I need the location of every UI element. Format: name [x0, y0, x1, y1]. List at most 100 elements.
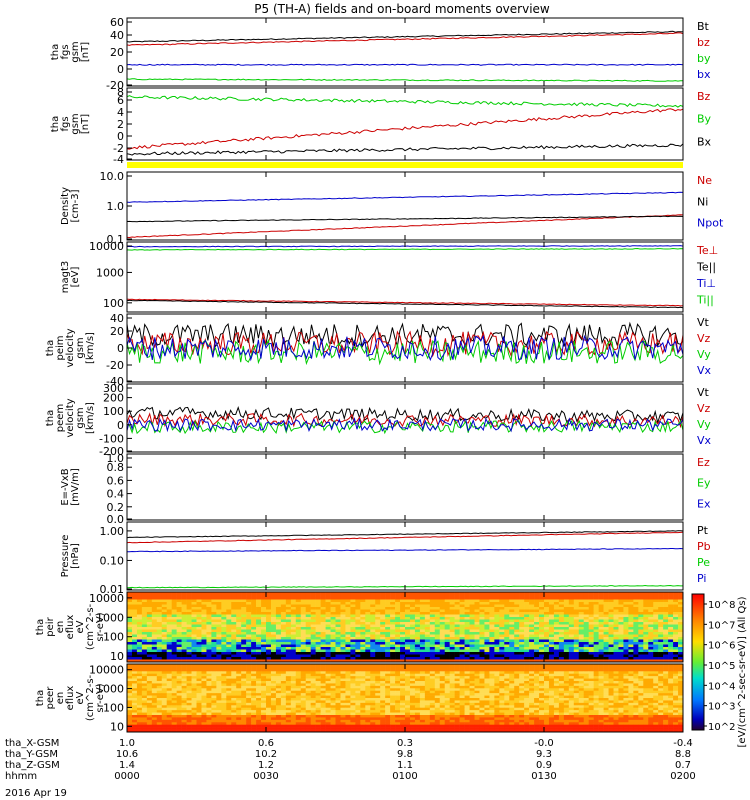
y-axis-label-line: tha	[50, 116, 61, 132]
legend-Bt: Bt	[697, 20, 710, 33]
panel-density: 10.0 1.0 0.1 Density [cm-3] Ne Ni Npot	[60, 170, 724, 246]
series-line-Te||	[126, 299, 684, 309]
legend-By: By	[697, 113, 712, 126]
legend-Vt: Vt	[697, 386, 710, 399]
y-tick-label: 0.01	[100, 583, 125, 596]
legend-Ti||: Ti||	[696, 294, 714, 307]
legend-Ez: Ez	[697, 456, 710, 469]
time-axis-value: 10.2	[255, 749, 277, 760]
y-axis-label-line: gsm	[75, 407, 86, 428]
y-axis-label-line: velocity	[65, 328, 76, 367]
legend-Vx: Vx	[697, 434, 712, 447]
time-axis-value: 1.4	[119, 760, 135, 771]
y-tick-label: 20	[110, 325, 124, 338]
y-axis-label-line: eflux	[65, 615, 76, 640]
y-tick-label: 20	[110, 46, 124, 59]
y-tick-label: 10000	[89, 240, 124, 253]
y-tick-label: 0	[117, 130, 124, 143]
legend-Ti⊥: Ti⊥	[696, 277, 716, 290]
colorbar: 10^8 10^7 10^6 10^5 10^4 10^3 10^2 [eV/(cm^2-se…	[691, 593, 748, 747]
legend-Ni: Ni	[697, 195, 708, 208]
legend-Vy: Vy	[697, 348, 711, 361]
y-tick-label: 100	[103, 405, 124, 418]
time-axis-value: 8.8	[675, 749, 691, 760]
legend-Te⊥: Te⊥	[696, 244, 718, 257]
y-axis-label-line: peem	[55, 404, 66, 432]
time-axis-row-label: hhmm	[5, 771, 37, 782]
colorbar-tick-label: 10^8	[708, 600, 735, 611]
panel-peer_eflux: 10000 1000 100 10 tha peer en eflux eV (cm^2-s-sr…	[35, 663, 684, 733]
series-line-Vt	[126, 321, 684, 349]
y-tick-label: 10.0	[100, 170, 125, 183]
y-axis-label: Density [cm-3]	[60, 187, 81, 225]
y-axis-label: tha fgs gsm [nT]	[50, 41, 91, 62]
y-axis-label-line: (cm^2-s-	[85, 674, 96, 721]
series-line-extra	[126, 78, 684, 82]
series-line-bz	[126, 32, 684, 46]
y-axis-label-line: tha	[45, 340, 56, 356]
y-tick-label: 40	[110, 29, 124, 42]
series-line-Pb	[126, 531, 684, 544]
heatmap-cells	[127, 664, 684, 733]
y-tick-label: 0.4	[107, 488, 125, 501]
time-axis-row-label: tha_X-GSM	[5, 738, 59, 749]
y-axis-label: tha peer en eflux eV (cm^2-s-sr-eV)	[35, 674, 106, 721]
series-line-Npot	[126, 191, 684, 203]
time-axis-value: 0100	[392, 771, 417, 782]
time-axis-value: 0000	[114, 771, 139, 782]
y-axis-label-line: eflux	[65, 686, 76, 711]
series-line-Ni	[126, 215, 684, 223]
time-axis-row-label: tha_Z-GSM	[5, 760, 60, 771]
series-line-Ne	[126, 214, 684, 239]
time-axis-value: 1.2	[258, 760, 274, 771]
y-tick-label: 0	[117, 419, 124, 432]
y-axis-label-line: [nT]	[80, 42, 91, 62]
panel-frame	[126, 17, 684, 87]
y-tick-label: 0.2	[107, 501, 125, 514]
date-label: 2016 Apr 19	[5, 788, 67, 799]
y-axis-label: tha peim velocity gsm [km/s]	[45, 328, 96, 367]
series-line-Vt	[126, 406, 684, 425]
y-tick-label: -40	[106, 375, 124, 388]
panel-frame	[126, 383, 684, 453]
series-line-Vy	[126, 418, 684, 435]
y-tick-label: 300	[103, 382, 124, 395]
time-axis-value: 0.3	[397, 738, 413, 749]
series-line-Bt	[126, 30, 684, 43]
y-tick-label: 1000	[96, 611, 124, 624]
legend-Vy: Vy	[697, 418, 711, 431]
y-tick-label: 10	[110, 720, 124, 733]
series-line-Pt	[126, 530, 684, 539]
y-axis-label-line: peer	[45, 686, 56, 710]
time-axis-value: -0.4	[673, 738, 693, 749]
time-axis-value: 0030	[253, 771, 278, 782]
colorbar-tick-label: 10^3	[708, 702, 735, 713]
y-tick-label: 4	[117, 106, 124, 119]
y-axis-label-line: [cm-3]	[70, 189, 81, 222]
panel-temp: 10000 1000 100 magt3 [eV] Te⊥ Te|| Ti⊥ Ti||	[60, 240, 718, 313]
series-line-Vx	[126, 417, 684, 433]
series-line-bx	[126, 63, 684, 66]
y-axis-label-line: (cm^2-s-	[85, 603, 96, 650]
y-axis-label-line: tha	[50, 44, 61, 60]
y-tick-label: 40	[110, 312, 124, 325]
series-line-Bz	[126, 108, 684, 150]
y-axis-label-line: E=-VxB	[60, 468, 71, 505]
time-axis-value: -0.0	[534, 738, 554, 749]
legend-Pi: Pi	[697, 572, 706, 585]
y-tick-label: 10000	[89, 592, 124, 605]
y-tick-label: -2	[113, 142, 124, 155]
series-line-Vx	[126, 334, 684, 362]
y-tick-label: 0.1	[107, 233, 125, 246]
y-axis-label: Pressure [nPa]	[60, 535, 81, 578]
y-axis-label-line: fgs	[60, 44, 71, 59]
y-tick-label: -20	[106, 359, 124, 372]
y-axis-label-line: velocity	[65, 398, 76, 437]
y-axis-label-line: [eV]	[70, 267, 81, 288]
y-axis-label-line: [nPa]	[70, 543, 81, 569]
figure-title: P5 (TH-A) fields and on-board moments ov…	[254, 2, 550, 16]
legend-Bz: Bz	[697, 90, 711, 103]
legend-bz: bz	[697, 36, 710, 49]
